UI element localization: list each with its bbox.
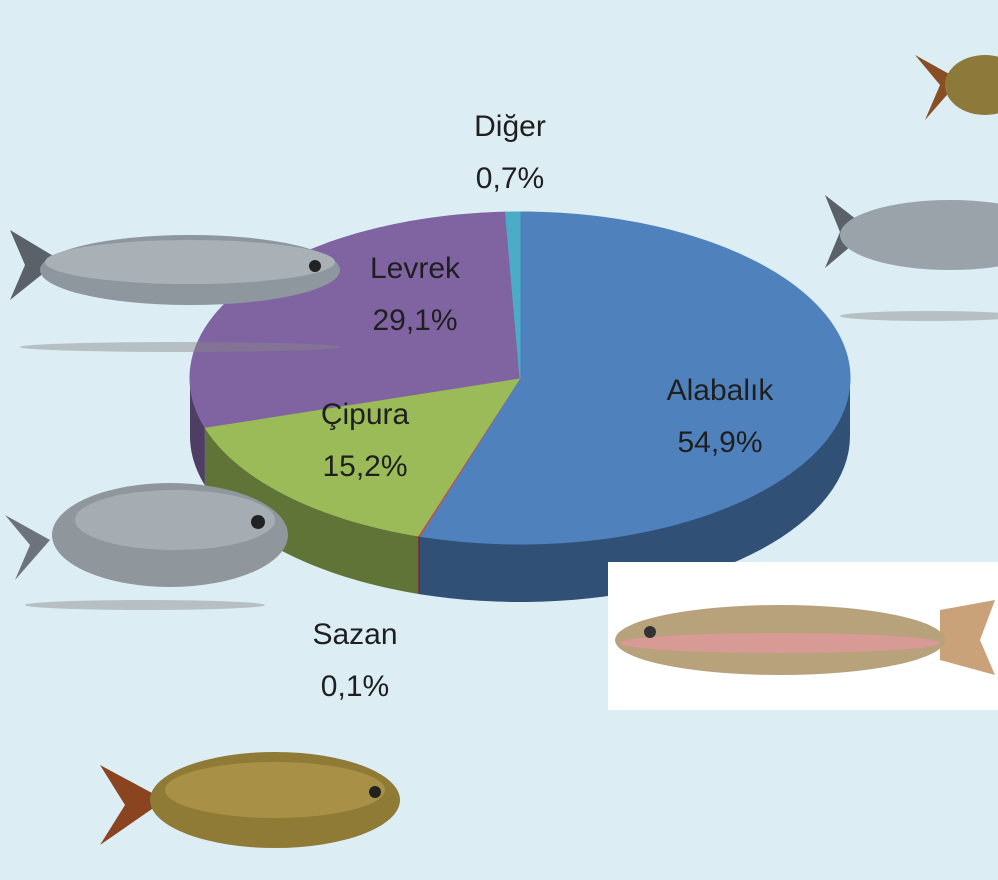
category-label: Çipura: [321, 398, 410, 431]
pie-side: [418, 535, 420, 595]
fish-alabalik: [608, 562, 998, 710]
fish-sazan: [100, 752, 400, 848]
labels: Alabalık 54,9% Sazan 0,1% Çipura 15,2% Levrek 2…: [312, 110, 774, 703]
pie: [189, 211, 851, 602]
pie-side: [190, 378, 205, 486]
fish-cipura: [5, 483, 288, 587]
pie-slice: [504, 211, 521, 379]
category-label: Levrek: [370, 252, 461, 285]
category-label: Sazan: [312, 618, 397, 651]
fish-levrek-right: [825, 195, 998, 270]
pie-side: [204, 427, 419, 594]
pie-side: [419, 378, 850, 602]
pie-slice: [204, 377, 522, 537]
fish-levrek: [10, 230, 340, 305]
category-label: Alabalık: [667, 374, 775, 407]
value-label: 15,2%: [322, 450, 407, 483]
value-label: 54,9%: [677, 426, 762, 459]
value-label: 0,7%: [476, 162, 544, 195]
shadow: [840, 311, 998, 321]
pie-slice: [419, 211, 851, 545]
category-label: Diğer: [474, 110, 546, 143]
value-label: 0,1%: [321, 670, 389, 703]
shadow: [20, 342, 340, 352]
shadow: [25, 600, 265, 610]
fish-sazan-top: [915, 55, 998, 120]
value-label: 29,1%: [372, 304, 457, 337]
decorations: [5, 55, 998, 848]
